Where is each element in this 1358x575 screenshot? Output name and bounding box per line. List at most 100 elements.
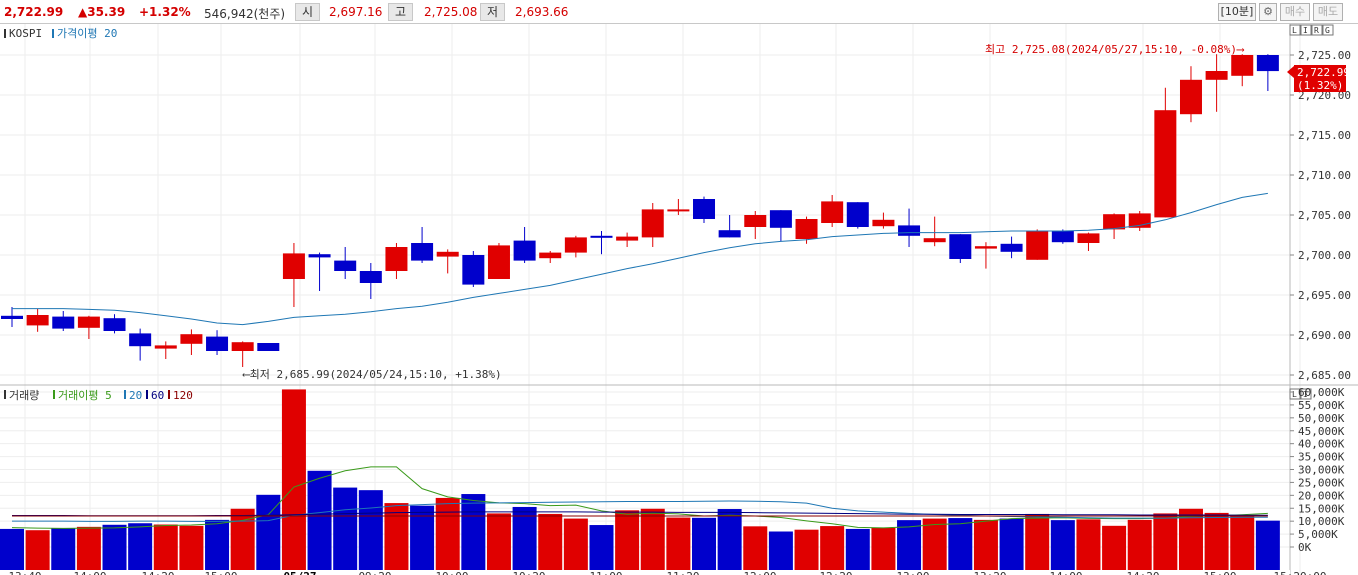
- volume-bar: [281, 389, 306, 575]
- candle-body: [872, 219, 895, 227]
- open-label: 시: [295, 3, 321, 21]
- volume-bar: [0, 528, 24, 575]
- legend-marker-vol-ma5: [53, 390, 55, 399]
- volume-bar: [666, 517, 691, 575]
- x-tick-label: 13:00: [896, 570, 929, 575]
- volume-bar: [692, 517, 717, 575]
- volume-bar: [1025, 513, 1050, 575]
- candle-body: [359, 271, 382, 283]
- panel-badge[interactable]: [1322, 24, 1334, 36]
- volume-bar: [333, 487, 358, 575]
- panel-badge-label: L: [1292, 26, 1297, 35]
- high-price: 2,725.08: [424, 5, 478, 19]
- candle-body: [180, 334, 203, 344]
- volume-y-tick-label: 35,000K: [1298, 451, 1345, 464]
- candle-body: [1256, 55, 1279, 72]
- panel-badge-label: R: [1314, 26, 1319, 35]
- candle-body: [1231, 55, 1254, 76]
- volume-y-axis: 0K5,000K10,000K15,000K20,000K25,000K30,0…: [1290, 386, 1345, 554]
- panel-badge-label: I: [1303, 390, 1308, 399]
- volume-bar: [999, 518, 1024, 575]
- volume-bar: [435, 497, 460, 575]
- volume-y-tick-label: 30,000K: [1298, 464, 1345, 477]
- legend-marker-ma20: [52, 29, 54, 38]
- interval-selector[interactable]: [10분]: [1218, 3, 1256, 21]
- price-change-pct: +1.32%: [139, 5, 191, 19]
- x-tick-label: 14:20: [141, 570, 174, 575]
- x-tick-label: 12:20: [819, 570, 852, 575]
- legend-marker-vol-ma120: [168, 390, 170, 399]
- volume-bar: [1153, 513, 1178, 575]
- high-label: 고: [388, 3, 414, 21]
- candle-body: [795, 219, 818, 239]
- price-y-axis: 2,685.00 2,690.00 2,695.00 2,700.00 2,705.00…: [1290, 49, 1351, 382]
- volume-bar: [256, 494, 281, 575]
- volume-bars: [0, 389, 1280, 575]
- volume-bar: [743, 526, 768, 575]
- sell-button[interactable]: 매도: [1313, 3, 1343, 21]
- volume-bar: [1230, 516, 1255, 575]
- candle-body: [154, 345, 177, 349]
- price-y-tick-label: 2,715.00: [1298, 129, 1351, 142]
- candle-body: [26, 315, 49, 326]
- candle-body: [898, 225, 921, 236]
- volume-bar: [51, 528, 76, 575]
- candle-body: [846, 202, 869, 227]
- volume-bar: [179, 525, 204, 575]
- panel-badge[interactable]: [1311, 24, 1323, 36]
- volume-bar: [563, 518, 588, 575]
- price-y-tick-label: 2,720.00: [1298, 89, 1351, 102]
- price-y-tick-label: 2,710.00: [1298, 169, 1351, 182]
- candle-body: [923, 238, 946, 243]
- candle-body: [1000, 243, 1023, 252]
- volume-y-tick-label: 0K: [1298, 541, 1312, 554]
- volume-y-tick-label: 25,000K: [1298, 476, 1345, 489]
- x-tick-label: 15:00: [1203, 570, 1236, 575]
- volume-bar: [615, 510, 640, 575]
- price-y-tick-label: 2,690.00: [1298, 329, 1351, 342]
- legend-marker-vol-ma20: [124, 390, 126, 399]
- x-tick-label: 10:00: [435, 570, 468, 575]
- candle-body: [744, 215, 767, 227]
- x-tick-label: 11:00: [589, 570, 622, 575]
- low-price: 2,693.66: [515, 5, 569, 19]
- candle-body: [436, 251, 459, 257]
- x-tick-label: 10:20: [512, 570, 545, 575]
- volume-y-tick-label: 20,000K: [1298, 489, 1345, 502]
- current-price-tag-value: 2,722.99: [1297, 66, 1350, 79]
- volume-bar: [1127, 519, 1152, 575]
- panel-badge[interactable]: [1300, 388, 1312, 400]
- x-tick-label: 14:20: [1126, 570, 1159, 575]
- volume-y-tick-label: 50,000K: [1298, 412, 1345, 425]
- price-y-tick-label: 2,725.00: [1298, 49, 1351, 62]
- candle-body: [693, 199, 716, 219]
- volume-bar: [1102, 525, 1127, 575]
- current-price-pointer: [1287, 66, 1294, 78]
- high-annotation: 최고 2,725.08(2024/05/27,15:10, -0.08%)⟶: [985, 43, 1245, 56]
- volume-bar: [1178, 508, 1203, 575]
- candle-body: [1026, 231, 1049, 260]
- volume-bar: [768, 531, 793, 575]
- legend-marker-kospi: [4, 29, 6, 38]
- panel-badge[interactable]: [1289, 388, 1301, 400]
- panel-badge[interactable]: [1300, 24, 1312, 36]
- x-tick-label: 11:20: [666, 570, 699, 575]
- x-tick-label: 13:20: [973, 570, 1006, 575]
- panel-badge[interactable]: [1289, 24, 1301, 36]
- ma20-line: [12, 192, 1268, 326]
- volume-ma-lines: [11, 466, 1268, 529]
- candle-body: [206, 336, 229, 351]
- x-tick-label: 09:20: [358, 570, 391, 575]
- gear-icon[interactable]: ⚙: [1259, 3, 1277, 21]
- volume-bar: [794, 529, 819, 575]
- volume-bar: [973, 519, 998, 575]
- volume-ma-polyline: [12, 500, 1268, 522]
- candle-body: [616, 236, 639, 241]
- volume-bar: [538, 513, 563, 575]
- price-y-tick-label: 2,695.00: [1298, 289, 1351, 302]
- candle-body: [308, 254, 331, 258]
- buy-button[interactable]: 매수: [1280, 3, 1310, 21]
